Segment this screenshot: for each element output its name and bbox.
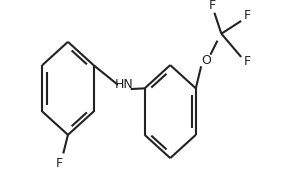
- Text: F: F: [243, 9, 251, 22]
- Text: O: O: [201, 54, 211, 67]
- Text: F: F: [56, 157, 63, 170]
- Text: HN: HN: [114, 78, 133, 91]
- Text: F: F: [209, 0, 216, 12]
- Text: F: F: [243, 55, 251, 68]
